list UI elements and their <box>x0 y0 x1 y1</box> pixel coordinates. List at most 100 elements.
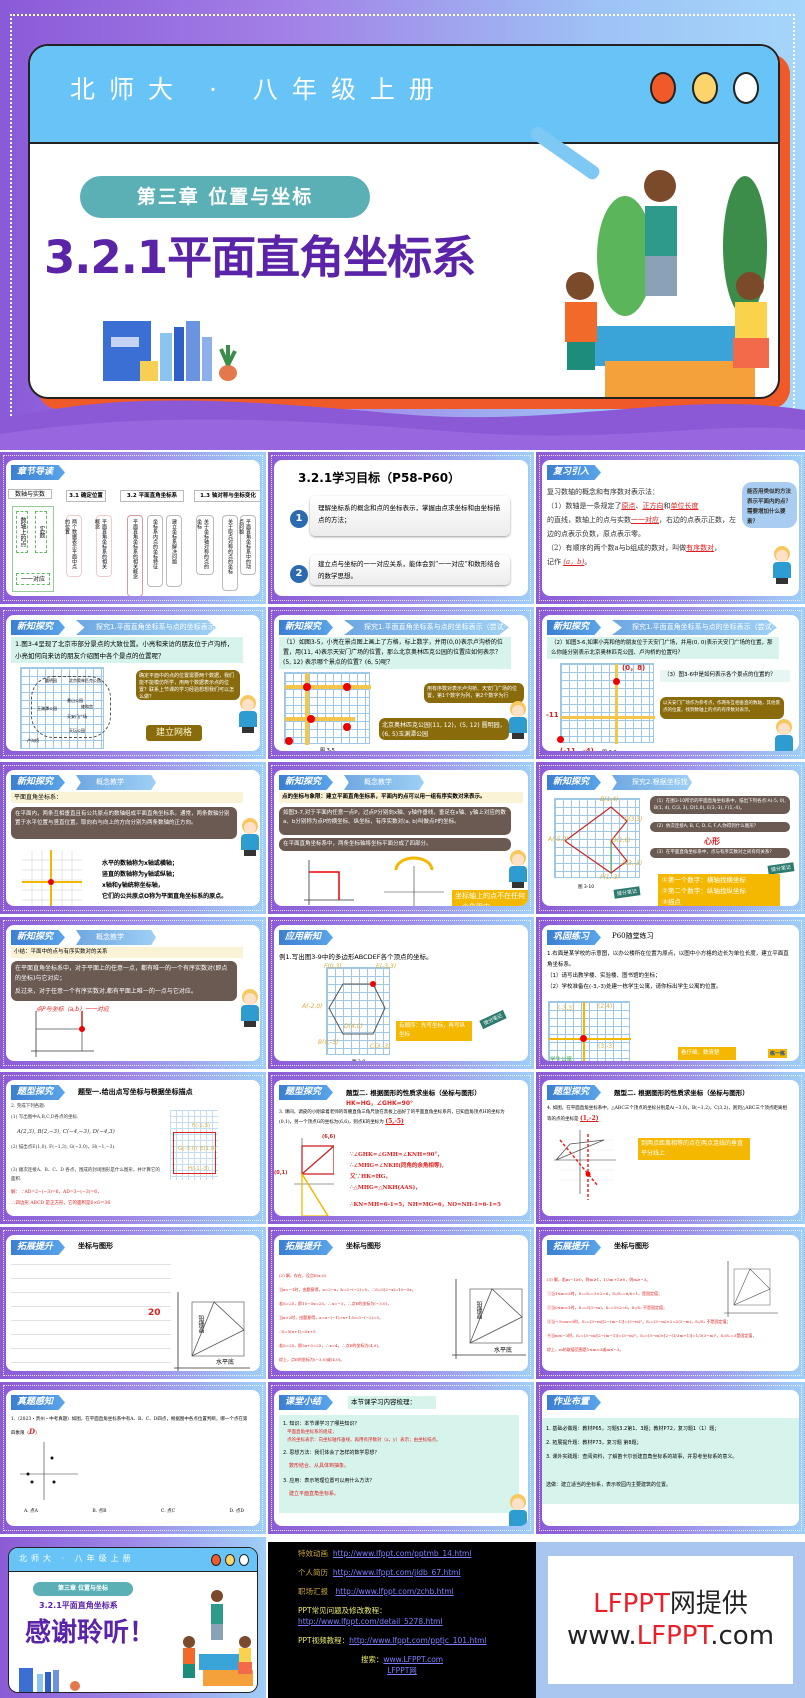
link-video[interactable]: http://www.lfppt.com/pptjc_101.html <box>349 1636 487 1645</box>
slide-concept-3[interactable]: 概念教学 新知探究 小结：平面中的点与有序实数对的关系 在平面直角坐标系中，对于… <box>0 917 266 1069</box>
homework-item: 3. 课外实践题：查阅资料，了解笛卡尔创建直角坐标系的故事，并思考坐标系的意义。 <box>546 1454 738 1460</box>
slide-extension-1[interactable]: 拓展提升 坐标与图形 20 铅锤高 水平底 <box>0 1227 266 1379</box>
question-text: 1.（2023・贵州・中考真题）如图，在平面直角坐标系中有A、B、C、D四点，根… <box>11 1417 248 1436</box>
review-line: 的直线，数轴上的点与实数一一对应，右边的点表示正数，左边的点表示负数，原点表示零… <box>547 513 737 541</box>
slide-explore-1[interactable]: 探究1.平面直角坐标系与点的坐标表示 新知探究 1.图3-4呈现了北京市部分景点… <box>0 607 266 759</box>
slide-real-exam[interactable]: 真题感知 1.（2023・贵州・中考真题）如图，在平面直角坐标系中有A、B、C、… <box>0 1382 266 1534</box>
point-label: F(-1,3) <box>192 1123 211 1129</box>
solution-line: 解：∵AD=2−(−3)=6，AD=3−(−3)=6， <box>11 1190 102 1195</box>
slide-thanks[interactable]: 北师大 · 八年级上册 第三章 位置与坐标 3.2.1平面直角坐标系 感谢聆听！ <box>0 1537 266 1698</box>
slide-concept-2[interactable]: 概念教学 新知探究 点的坐标与象限：建立平面直角坐标系，平面内的点可以用一组有序… <box>268 762 534 914</box>
slide-extension-2[interactable]: 拓展提升 坐标与图形 (2) 解，存在，设点E(x,0) 当x<−1时，由题意得… <box>268 1227 534 1379</box>
problem-line: 4. 如图，在平面直角坐标系中，△ABC三个顶点的坐标分别是A(−3,0)，B(… <box>547 1106 787 1122</box>
section-tag: 新知探究 <box>11 930 66 945</box>
slide-type-2a[interactable]: 题型探究 题型二. 根据图形的性质求坐标（坐标与图形） HK=HG，∠GHK=9… <box>268 1072 534 1224</box>
note-line: ③描点 <box>662 898 681 906</box>
link-label: 职场汇报 <box>298 1587 328 1596</box>
diagram-label: 水平底 <box>494 1347 513 1354</box>
white-dot-icon <box>239 1554 249 1566</box>
link-search[interactable]: www.LFPPT.com <box>383 1655 444 1664</box>
solution-line: ∴四边形 ABCD 是正方形，它的面积是6×6＝36 <box>11 1201 111 1206</box>
point-label: E(-3,3) <box>376 963 397 970</box>
point-label: -11 <box>546 711 559 719</box>
link-animation[interactable]: http://www.lfppt.com/pptmb_14.html <box>332 1549 472 1558</box>
slide-apply[interactable]: 应用新知 例1.写出图3-9中的多边形ABCDEF各个顶点的坐标。 F(0,3)… <box>268 917 534 1069</box>
section-tag: 应用新知 <box>279 930 334 945</box>
highlight-line <box>285 717 355 721</box>
heart-shape-icon <box>564 806 628 874</box>
link-resume[interactable]: http://www.lfppt.com/jldb_67.html <box>332 1568 461 1577</box>
heading: 平面直角坐标系： <box>11 792 243 803</box>
point-label: (0,1) <box>274 1170 288 1176</box>
cover-slide[interactable]: 北师大 · 八年级上册 第三章 位置与坐标 3.2.1平面直角坐标系 <box>0 0 805 450</box>
mindmap-branch: 3.2 平面直角坐标系 <box>120 490 184 502</box>
slide-practice[interactable]: 巩固练习 P60随堂练习 1.右面是某学校的示意图，以办公楼所在位置为原点，以图… <box>536 917 805 1069</box>
answer-options: A. 点A B. 点B C. 点C D. 点D <box>24 1508 244 1514</box>
goal-number: 1 <box>290 510 308 528</box>
goal-number: 2 <box>290 565 308 583</box>
slide-summary[interactable]: 课堂小结 本节课学习内容梳理： 1. 知识：本节课学习了哪些知识？ 平面直角坐标… <box>268 1382 534 1534</box>
slide-type-2b[interactable]: 题型探究 题型二. 根据图形的性质求坐标（坐标与图形） 4. 如图，在平面直角坐… <box>536 1072 805 1224</box>
build-grid-button[interactable]: 建立网格 <box>146 725 202 741</box>
slide-learning-goals[interactable]: 3.2.1学习目标（P58-P60） 1 理解坐标系的概念和点的坐标表示，掌握由… <box>268 452 534 604</box>
slide-body: 概念教学 新知探究 平面直角坐标系： 在平面内，两条互相垂直且有公共原点的数轴组… <box>6 770 260 906</box>
review-intro: 复习数轴的概念和有序数对表示法： <box>547 488 659 496</box>
definition-box: 在平面内，两条互相垂直且有公共原点的数轴组成平面直角坐标系。通常，两条数轴分别置… <box>11 807 237 839</box>
mindmap-leaf: 平面直角坐标系的相关概念 <box>127 515 143 596</box>
solution-line: ①当1≤m<3时，S₁=S₂=3×2=6，S₂/S₁=6/6=1，是固定值； <box>547 1291 663 1296</box>
point-label: 学生公寓 <box>550 1057 573 1061</box>
homework-item: 1. 基础必做题：教材P65，习题§3.2第1、3题；教材P72，复习题1（1）… <box>546 1426 720 1432</box>
slide-concept-1[interactable]: 概念教学 新知探究 平面直角坐标系： 在平面内，两条互相垂直且有公共原点的数轴组… <box>0 762 266 914</box>
slide-review[interactable]: 复习引入 复习数轴的概念和有序数对表示法： （1）数轴是一条规定了原点、正方向和… <box>536 452 805 604</box>
solution-line: ③当−3<m<0时，S₁=(3−m)[2−(m−1)]=(3−m)²，S₂=(3… <box>547 1319 731 1324</box>
given-condition: HK=HG，∠GHK=90° <box>346 1100 413 1107</box>
slide-links[interactable]: 特效动画: http://www.lfppt.com/pptmb_14.html… <box>268 1542 536 1698</box>
point-label: (3,-3) <box>598 1043 615 1050</box>
slide-explore-4[interactable]: 探究2.根据坐标找点 新知探究 B(1,4) C(3,3) A(-5,0) D(… <box>536 762 805 914</box>
section-tag: 题型探究 <box>11 1085 66 1100</box>
option-a[interactable]: A. 点A <box>24 1509 38 1514</box>
diagram-label: 铅锤高 <box>475 1301 482 1319</box>
section-tag: 新知探究 <box>11 620 66 635</box>
slide-body: 课堂小结 本节课学习内容梳理： 1. 知识：本节课学习了哪些知识？ 平面直角坐标… <box>274 1390 528 1526</box>
search-label: 搜索： <box>360 1655 384 1664</box>
slide-body: 探究2.根据坐标找点 新知探究 B(1,4) C(3,3) A(-5,0) D(… <box>542 770 799 906</box>
section-tag: 新知探究 <box>279 775 334 790</box>
link-label: 个人简历 <box>298 1568 328 1577</box>
slide-body: 3.2.1学习目标（P58-P60） 1 理解坐标系的概念和点的坐标表示，掌握由… <box>274 460 528 596</box>
mindmap-leaf: 关于坐标轴对称的点的坐标 <box>196 515 214 575</box>
slide-explore-2[interactable]: 探究1.平面直角坐标系与点的坐标表示（尝试·思考） 新知探究 （1）如图3-5，… <box>268 607 534 759</box>
solution-text: (3) 解，若m−1≥0，则m≥1，1/3m+1≥0，则m≥−3。 ①当1≤m<… <box>547 1273 792 1357</box>
link-brand[interactable]: LFPPT网 <box>387 1666 417 1675</box>
section-tag: 真题感知 <box>11 1395 66 1410</box>
text: 的直线，数轴上的点与实数 <box>547 516 631 524</box>
section-tag: 章节导读 <box>11 465 66 480</box>
coordinate-grid <box>557 663 655 744</box>
section-tag: 作业布置 <box>547 1395 602 1410</box>
teacher-avatar-icon <box>506 701 528 739</box>
option-c[interactable]: C. 点C <box>160 1509 176 1514</box>
option-d[interactable]: D. 点D <box>229 1509 244 1514</box>
slide-body: 探究1.平面直角坐标系与点的坐标表示（尝试·思考） 新知探究 （2）如图3-6,… <box>542 615 799 751</box>
option-b[interactable]: B. 点B <box>92 1509 107 1514</box>
slide-explore-3[interactable]: 探究1.平面直角坐标系与点的坐标表示（尝试·思考） 新知探究 （2）如图3-6,… <box>536 607 805 759</box>
link-label: 特效动画 <box>298 1549 328 1558</box>
slide-body: 真题感知 1.（2023・贵州・中考真题）如图，在平面直角坐标系中有A、B、C、… <box>6 1390 260 1526</box>
term-line: 它们的公共原点O称为平面直角坐标系的原点。 <box>102 893 228 900</box>
slide-type-1[interactable]: 题型探究 题型一.给出点写坐标与根据坐标描点 2. 完成下列各题: (1) 写出… <box>0 1072 266 1224</box>
slide-homework[interactable]: 作业布置 1. 基础必做题：教材P65，习题§3.2第1、3题；教材P72，复习… <box>536 1382 805 1534</box>
answer-blank: (1,-2) <box>579 1115 599 1122</box>
link-faq[interactable]: http://www.lfppt.com/detail_5278.html <box>298 1617 443 1626</box>
link-report[interactable]: http://www.lfppt.com/zchb.html <box>335 1587 454 1596</box>
slide-chapter-overview[interactable]: 章节导读 数轴与实数 数轴上的点 实数 一一对应 3.1 确定位置 3.2 平面… <box>0 452 266 604</box>
point-label: F(0,3) <box>324 963 342 970</box>
question-text: ） <box>35 1431 40 1436</box>
point-marker <box>285 737 293 745</box>
mindmap-root: 数轴与实数 <box>8 489 52 499</box>
point-label: D(4,0) <box>344 1023 363 1030</box>
place-label: 景山公园 <box>67 698 83 703</box>
slide-extension-3[interactable]: 拓展提升 坐标与图形 (3) 解，若m−1≥0，则m≥1，1/3m+1≥0，则m… <box>536 1227 805 1379</box>
link-row: 个人简历: http://www.lfppt.com/jldb_67.html <box>298 1568 461 1577</box>
question-box: （3）图3-6中是如何表示各个景点的位置的？ <box>660 670 790 682</box>
summary-title: 本节课学习内容梳理： <box>348 1396 436 1409</box>
